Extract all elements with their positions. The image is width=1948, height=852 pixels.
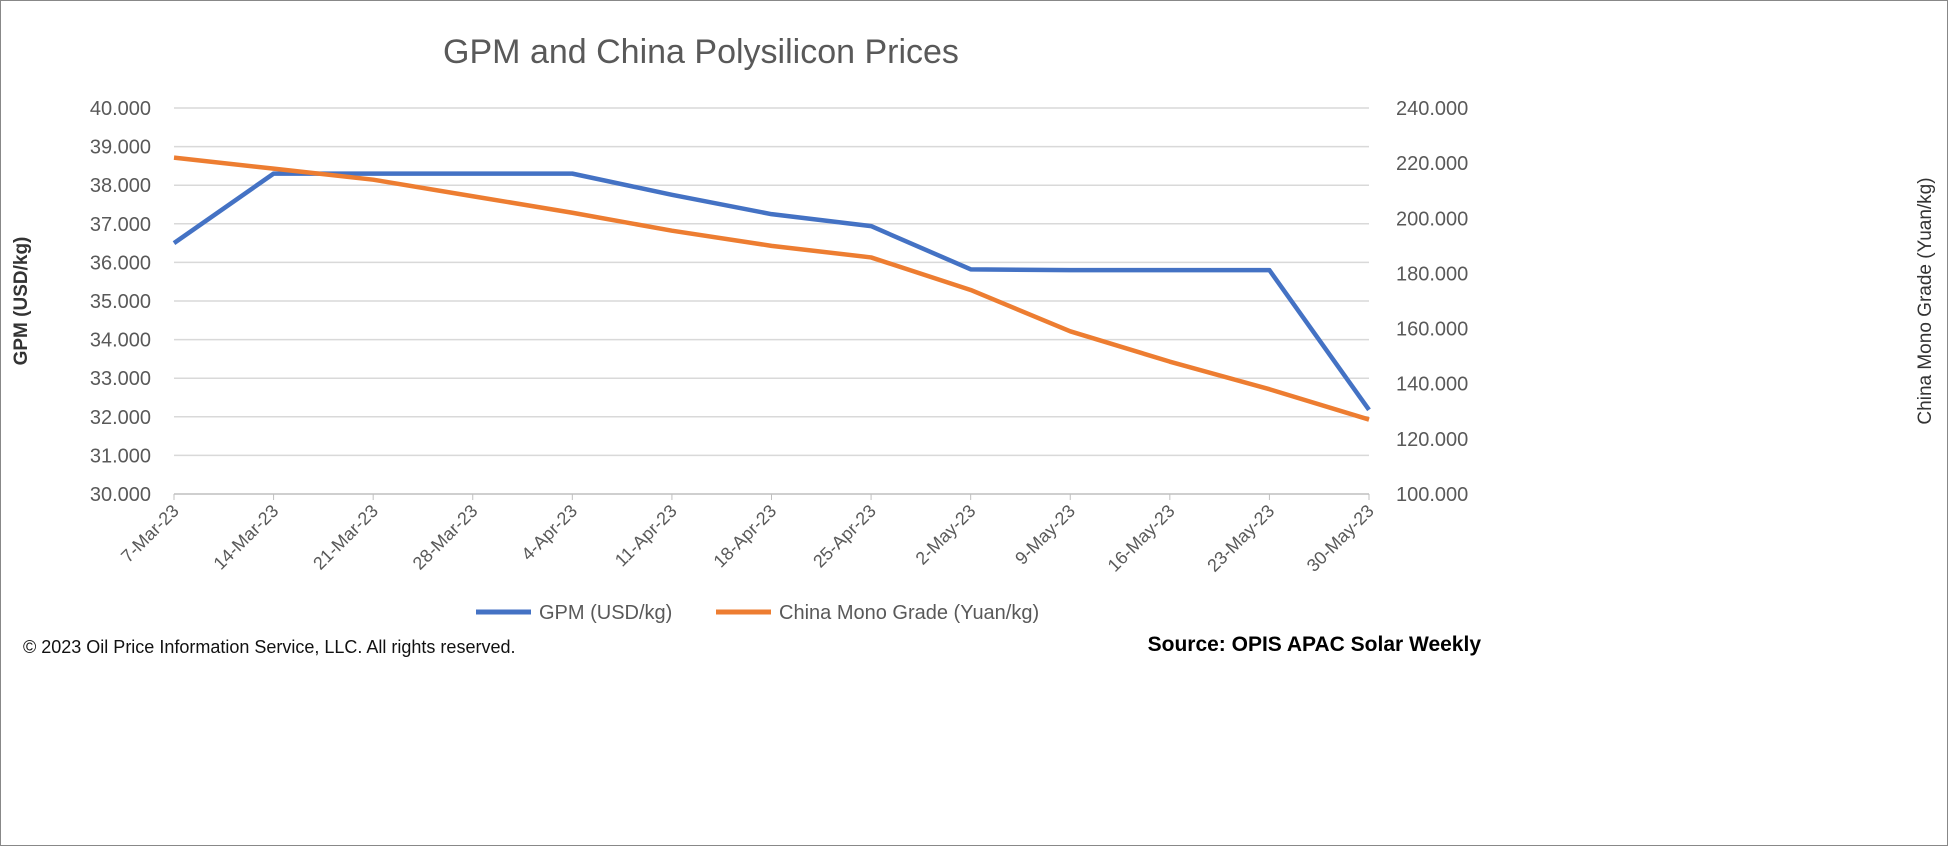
- x-tick-label: 4-Apr-23: [518, 501, 582, 565]
- x-tick-label: 9-May-23: [1011, 501, 1079, 569]
- x-tick-label: 21-Mar-23: [309, 501, 382, 574]
- y2-tick-label: 240.000: [1396, 98, 1468, 120]
- y2-tick-label: 220.000: [1396, 153, 1468, 175]
- x-tick-label: 16-May-23: [1104, 501, 1179, 576]
- y-tick-label: 40.000: [90, 98, 151, 120]
- y-tick-label: 34.000: [90, 330, 151, 352]
- series-line-gpm: [174, 174, 1369, 410]
- x-tick-label: 30-May-23: [1303, 501, 1378, 576]
- x-tick-label: 23-May-23: [1203, 501, 1278, 576]
- y-tick-label: 37.000: [90, 214, 151, 236]
- y2-tick-label: 160.000: [1396, 319, 1468, 341]
- y2-tick-label: 140.000: [1396, 374, 1468, 396]
- legend-label-gpm: GPM (USD/kg): [539, 602, 672, 624]
- series-line-china: [174, 158, 1369, 420]
- x-tick-label: 2-May-23: [912, 501, 980, 569]
- x-tick-label: 25-Apr-23: [809, 501, 880, 572]
- y2-tick-label: 200.000: [1396, 208, 1468, 230]
- y-tick-label: 38.000: [90, 175, 151, 197]
- legend-label-china: China Mono Grade (Yuan/kg): [779, 602, 1039, 624]
- y-tick-label: 31.000: [90, 445, 151, 467]
- y-tick-label: 36.000: [90, 252, 151, 274]
- y-axis-label: GPM (USD/kg): [11, 237, 32, 366]
- y2-tick-label: 120.000: [1396, 429, 1468, 451]
- x-tick-label: 18-Apr-23: [710, 501, 781, 572]
- legend: GPM (USD/kg) China Mono Grade (Yuan/kg): [476, 602, 1039, 624]
- x-tick-label: 11-Apr-23: [611, 501, 681, 571]
- y-tick-label: 35.000: [90, 291, 151, 313]
- y2-tick-label: 180.000: [1396, 263, 1468, 285]
- x-tick-label: 7-Mar-23: [117, 501, 183, 567]
- y2-tick-label: 100.000: [1396, 484, 1468, 506]
- y-tick-label: 33.000: [90, 368, 151, 390]
- copyright: © 2023 Oil Price Information Service, LL…: [23, 637, 515, 658]
- y-tick-label: 39.000: [90, 137, 151, 159]
- x-tick-label: 14-Mar-23: [210, 501, 283, 574]
- y2-axis-label: China Mono Grade (Yuan/kg): [1915, 177, 1936, 424]
- x-tick-label: 28-Mar-23: [409, 501, 482, 574]
- source: Source: OPIS APAC Solar Weekly: [1148, 633, 1481, 657]
- y-tick-label: 30.000: [90, 484, 151, 506]
- chart-title: GPM and China Polysilicon Prices: [443, 33, 959, 71]
- y-tick-label: 32.000: [90, 407, 151, 429]
